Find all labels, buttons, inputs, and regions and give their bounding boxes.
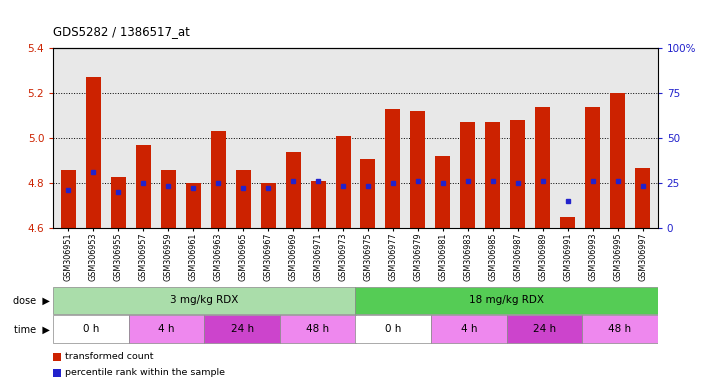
Bar [506, 316, 582, 343]
Bar [311, 181, 326, 228]
Bar [86, 77, 101, 228]
Bar [205, 316, 280, 343]
Text: 4 h: 4 h [159, 324, 175, 334]
Bar [161, 170, 176, 228]
Text: 3 mg/kg RDX: 3 mg/kg RDX [170, 295, 239, 306]
Text: 4 h: 4 h [461, 324, 477, 334]
Text: 18 mg/kg RDX: 18 mg/kg RDX [469, 295, 544, 306]
Bar [385, 109, 400, 228]
Bar [286, 152, 301, 228]
Text: transformed count: transformed count [65, 352, 153, 361]
Bar [356, 316, 431, 343]
Bar [435, 156, 450, 228]
Bar [336, 136, 351, 228]
Bar [61, 170, 76, 228]
Bar [410, 111, 425, 228]
Text: time  ▶: time ▶ [14, 324, 50, 334]
Text: percentile rank within the sample: percentile rank within the sample [65, 369, 225, 377]
Bar [129, 316, 205, 343]
Bar [431, 316, 506, 343]
Text: 48 h: 48 h [306, 324, 329, 334]
Text: 24 h: 24 h [230, 324, 254, 334]
Bar [53, 316, 129, 343]
Bar [53, 286, 356, 314]
Bar [535, 107, 550, 228]
Bar [235, 170, 250, 228]
Bar [111, 177, 126, 228]
Bar [486, 122, 501, 228]
Bar [510, 120, 525, 228]
Text: 48 h: 48 h [609, 324, 631, 334]
Bar [356, 286, 658, 314]
Bar [210, 131, 225, 228]
Bar [136, 145, 151, 228]
Bar [186, 184, 201, 228]
Bar [610, 93, 625, 228]
Text: 0 h: 0 h [83, 324, 100, 334]
Bar [461, 122, 476, 228]
Text: 24 h: 24 h [533, 324, 556, 334]
Bar [585, 107, 600, 228]
Bar [280, 316, 356, 343]
Text: GDS5282 / 1386517_at: GDS5282 / 1386517_at [53, 25, 191, 38]
Bar [635, 167, 650, 228]
Bar [560, 217, 575, 228]
Text: dose  ▶: dose ▶ [13, 295, 50, 306]
Text: 0 h: 0 h [385, 324, 402, 334]
Bar [261, 184, 276, 228]
Bar [582, 316, 658, 343]
Bar [360, 159, 375, 228]
Bar [53, 369, 61, 377]
Bar [53, 353, 61, 361]
